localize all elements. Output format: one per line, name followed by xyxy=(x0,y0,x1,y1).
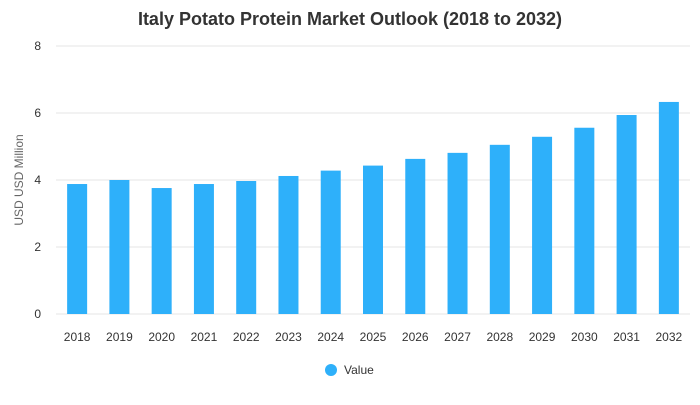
x-tick-label: 2020 xyxy=(148,330,175,344)
x-tick-label: 2021 xyxy=(191,330,218,344)
x-tick-label: 2025 xyxy=(360,330,387,344)
bar[interactable] xyxy=(532,136,553,314)
x-tick-label: 2030 xyxy=(571,330,598,344)
y-tick-label: 4 xyxy=(34,173,41,187)
x-tick-label: 2026 xyxy=(402,330,429,344)
legend-swatch-value xyxy=(325,364,337,376)
bar[interactable] xyxy=(278,175,299,314)
bar[interactable] xyxy=(67,184,88,314)
legend[interactable]: Value xyxy=(325,363,374,377)
x-tick-label: 2028 xyxy=(486,330,513,344)
x-tick-label: 2019 xyxy=(106,330,133,344)
bar[interactable] xyxy=(489,144,510,314)
y-tick-label: 6 xyxy=(34,106,41,120)
bar[interactable] xyxy=(320,170,341,314)
x-axis-ticks: 2018 2019 2020 2021 2022 2023 2024 2025 2026 2027… xyxy=(64,330,683,344)
x-tick-label: 2031 xyxy=(613,330,640,344)
y-axis-label: USD USD Million xyxy=(12,134,26,225)
bar[interactable] xyxy=(658,101,679,314)
bar[interactable] xyxy=(193,184,214,314)
y-tick-label: 8 xyxy=(34,39,41,53)
bar[interactable] xyxy=(363,165,383,314)
x-tick-label: 2029 xyxy=(529,330,556,344)
x-tick-label: 2027 xyxy=(444,330,471,344)
bars xyxy=(67,101,679,315)
x-tick-label: 2032 xyxy=(656,330,683,344)
bar[interactable] xyxy=(574,127,595,315)
x-tick-label: 2018 xyxy=(64,330,91,344)
bar[interactable] xyxy=(405,158,426,314)
chart-title: Italy Potato Protein Market Outlook (201… xyxy=(138,9,562,29)
y-tick-label: 2 xyxy=(34,240,41,254)
bar[interactable] xyxy=(447,152,468,314)
bar[interactable] xyxy=(616,115,637,314)
x-tick-label: 2022 xyxy=(233,330,260,344)
y-tick-label: 0 xyxy=(34,307,41,321)
y-axis-ticks: 0 2 4 6 8 xyxy=(34,39,41,321)
bar[interactable] xyxy=(109,180,130,314)
x-tick-label: 2023 xyxy=(275,330,302,344)
legend-label-value: Value xyxy=(344,363,374,377)
x-tick-label: 2024 xyxy=(317,330,344,344)
bar[interactable] xyxy=(151,188,172,314)
bar[interactable] xyxy=(236,181,257,314)
